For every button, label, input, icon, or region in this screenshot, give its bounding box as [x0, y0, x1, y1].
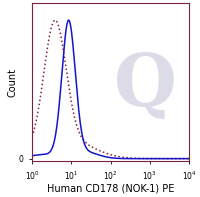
- Y-axis label: Count: Count: [7, 68, 17, 97]
- Text: Q: Q: [114, 50, 177, 121]
- X-axis label: Human CD178 (NOK-1) PE: Human CD178 (NOK-1) PE: [47, 184, 174, 193]
